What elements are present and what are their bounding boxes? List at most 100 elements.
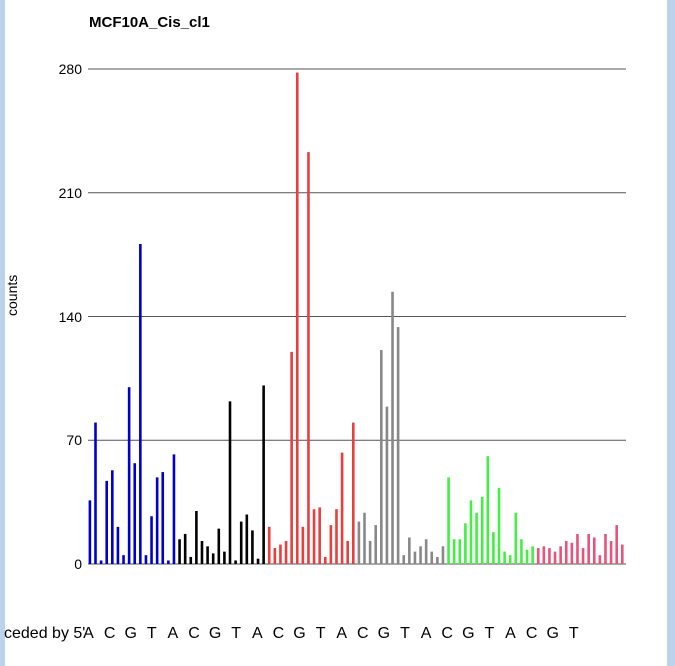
bars [88, 72, 624, 565]
bar [525, 549, 529, 564]
bar [245, 514, 249, 564]
x-category-label: A [251, 625, 263, 642]
bar [609, 541, 613, 564]
bar [542, 546, 546, 564]
y-tick-label: 280 [58, 61, 82, 77]
bar [301, 526, 305, 565]
x-category-label: T [568, 625, 579, 642]
bar [408, 537, 411, 564]
bar [267, 526, 271, 565]
bar [520, 539, 523, 564]
bar [581, 548, 585, 564]
x-axis-prefix: ceded by 5' [4, 625, 86, 642]
bar [318, 507, 321, 564]
bar [357, 521, 361, 564]
bar [172, 454, 176, 564]
bar [363, 512, 366, 564]
x-category-label: C [272, 625, 285, 642]
bar [615, 525, 618, 564]
bar [178, 539, 181, 564]
bar [352, 422, 355, 564]
bar [279, 544, 282, 564]
bar [604, 533, 607, 564]
window-left-edge [0, 0, 5, 666]
bar [273, 548, 277, 564]
bar [312, 509, 316, 564]
bar [122, 555, 125, 564]
bar [127, 387, 131, 564]
bar [217, 528, 221, 564]
x-category-label: T [400, 625, 410, 642]
bar [385, 406, 389, 564]
bar [508, 555, 512, 564]
bar [452, 539, 456, 564]
bar [458, 539, 462, 564]
bar [402, 555, 406, 564]
bar [548, 548, 551, 564]
y-tick-label: 210 [58, 184, 82, 201]
bar [391, 291, 394, 564]
bar [155, 477, 159, 565]
bar [167, 560, 170, 564]
bar [497, 487, 501, 564]
bar [183, 533, 187, 564]
bar [576, 533, 579, 564]
bar [105, 480, 109, 564]
bar [419, 546, 422, 564]
bar [144, 555, 148, 564]
x-category-label: T [146, 625, 157, 642]
bar [514, 512, 518, 564]
bar [307, 152, 310, 564]
bar [374, 525, 378, 564]
bar [139, 244, 142, 564]
bar [430, 551, 434, 565]
bar [189, 556, 193, 564]
x-category-label: A [167, 625, 179, 642]
bar [536, 548, 540, 564]
window-right-edge [667, 0, 675, 666]
x-category-label: C [188, 625, 200, 642]
chart-title: MCF10A_Cis_cl1 [89, 14, 210, 31]
bar [133, 463, 137, 564]
x-category-label: G [546, 625, 559, 642]
bar [234, 560, 237, 564]
x-category-label: T [484, 625, 495, 642]
x-category-label: A [420, 625, 432, 642]
bar [598, 555, 602, 564]
bar [94, 422, 97, 564]
bar [464, 523, 467, 564]
bar [486, 456, 490, 564]
x-category-label: A [336, 625, 348, 642]
bar [424, 539, 428, 564]
bar [413, 551, 417, 565]
bar [368, 541, 372, 564]
bar [553, 551, 557, 565]
x-category-label: G [124, 625, 137, 642]
bar [441, 546, 445, 564]
bar [592, 537, 596, 564]
bar [284, 541, 288, 564]
x-category-label: G [208, 625, 222, 642]
bar [262, 385, 265, 564]
x-category-label: C [441, 625, 453, 642]
x-category-label: C [103, 625, 116, 642]
bar [436, 556, 439, 564]
bar [256, 558, 260, 564]
bar [492, 532, 495, 564]
bar [570, 542, 574, 564]
bar [161, 472, 165, 564]
bar [88, 500, 92, 564]
bar [531, 546, 534, 564]
bar [587, 533, 590, 564]
bar [380, 350, 383, 564]
bar [346, 541, 349, 564]
bar [200, 541, 204, 564]
x-category-label: G [462, 625, 475, 642]
bar [239, 521, 243, 564]
bar [211, 553, 215, 564]
bar [251, 530, 254, 564]
bar [480, 496, 484, 564]
bar [340, 452, 344, 565]
bar [206, 546, 209, 564]
